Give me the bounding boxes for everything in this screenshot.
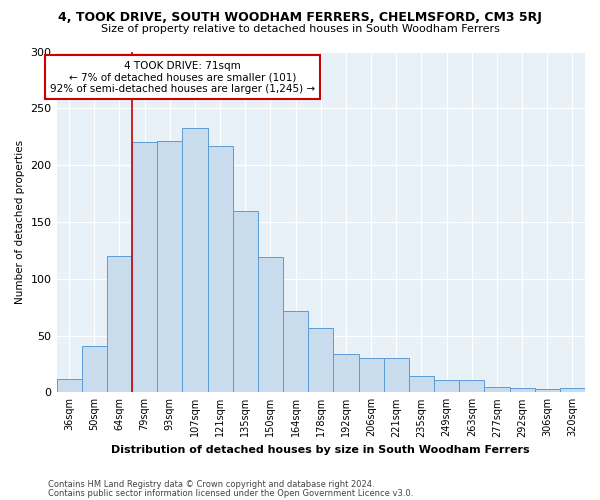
Bar (334, 354, 359, 393)
Bar (157, 141, 182, 393)
Bar (208, 146, 233, 392)
Bar (56, 378, 82, 392)
X-axis label: Distribution of detached houses by size in South Woodham Ferrers: Distribution of detached houses by size … (112, 445, 530, 455)
Bar (484, 386, 509, 392)
Bar (233, 210, 258, 392)
Text: Contains public sector information licensed under the Open Government Licence v3: Contains public sector information licen… (48, 488, 413, 498)
Bar (258, 257, 283, 392)
Bar (82, 346, 107, 393)
Bar (560, 388, 585, 392)
Text: Contains HM Land Registry data © Crown copyright and database right 2024.: Contains HM Land Registry data © Crown c… (48, 480, 374, 489)
Text: 4, TOOK DRIVE, SOUTH WOODHAM FERRERS, CHELMSFORD, CM3 5RJ: 4, TOOK DRIVE, SOUTH WOODHAM FERRERS, CH… (58, 11, 542, 24)
Bar (359, 358, 383, 392)
Bar (409, 376, 434, 392)
Bar (132, 142, 157, 392)
Text: 4 TOOK DRIVE: 71sqm
← 7% of detached houses are smaller (101)
92% of semi-detach: 4 TOOK DRIVE: 71sqm ← 7% of detached hou… (50, 60, 315, 94)
Bar (509, 388, 535, 392)
Bar (434, 380, 459, 392)
Bar (459, 380, 484, 392)
Bar (182, 128, 208, 392)
Text: Size of property relative to detached houses in South Woodham Ferrers: Size of property relative to detached ho… (101, 24, 499, 34)
Bar (107, 256, 132, 392)
Bar (383, 358, 409, 392)
Bar (283, 310, 308, 392)
Bar (535, 389, 560, 392)
Bar (308, 328, 334, 392)
Y-axis label: Number of detached properties: Number of detached properties (15, 140, 25, 304)
